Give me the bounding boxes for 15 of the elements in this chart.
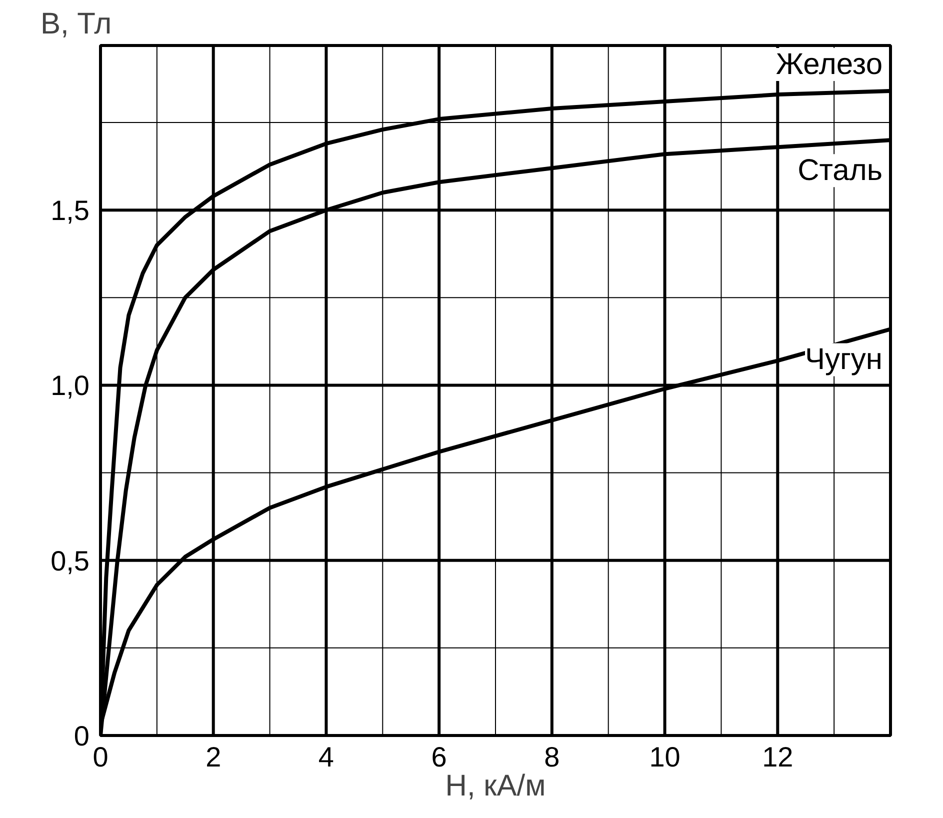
x-tick-label: 6 (431, 742, 447, 772)
x-axis-title: H, кА/м (445, 770, 546, 802)
x-tick-label: 8 (544, 742, 560, 772)
y-axis-title: B, Тл (40, 8, 112, 40)
y-tick-label: 0 (74, 720, 90, 752)
y-tick-label: 0,5 (50, 545, 90, 576)
x-tick-label: 4 (318, 742, 334, 772)
x-tick-label: 12 (762, 742, 794, 772)
series-label: Железо (776, 48, 882, 82)
x-tick-label: 2 (206, 742, 222, 772)
x-tick-label: 10 (649, 742, 680, 772)
y-tick-label: 1,5 (50, 195, 90, 226)
y-tick-label: 1,0 (50, 370, 90, 402)
series-label: Чугун (804, 343, 883, 376)
series-label: Сталь (798, 154, 883, 188)
